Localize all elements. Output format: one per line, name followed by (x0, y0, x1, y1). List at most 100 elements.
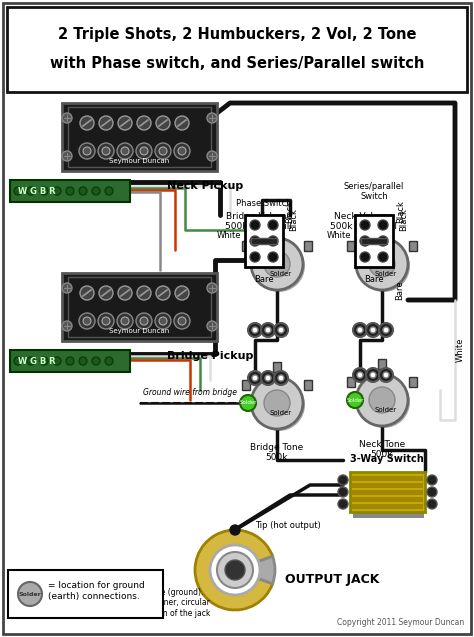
Circle shape (370, 327, 376, 333)
Circle shape (427, 487, 437, 497)
Bar (352, 497, 423, 502)
Circle shape (159, 317, 167, 325)
Circle shape (356, 238, 408, 290)
Circle shape (250, 236, 260, 246)
Circle shape (27, 187, 35, 195)
Circle shape (155, 143, 171, 159)
Circle shape (62, 283, 72, 293)
Circle shape (383, 327, 389, 333)
Circle shape (105, 187, 113, 195)
Text: Black: Black (396, 201, 405, 224)
Circle shape (378, 236, 388, 246)
Circle shape (80, 116, 94, 130)
Text: Solder: Solder (270, 271, 292, 277)
Circle shape (252, 327, 258, 333)
Text: Tip (hot output): Tip (hot output) (255, 520, 321, 529)
Circle shape (53, 357, 61, 365)
Circle shape (378, 220, 388, 230)
Bar (352, 476, 423, 481)
Circle shape (79, 187, 87, 195)
Bar (251, 238, 277, 244)
Circle shape (252, 375, 258, 381)
Circle shape (92, 357, 100, 365)
Bar (352, 483, 423, 488)
Bar (378, 223, 386, 233)
Circle shape (92, 187, 100, 195)
Circle shape (427, 475, 437, 485)
Circle shape (136, 313, 152, 329)
Circle shape (250, 220, 260, 230)
Circle shape (264, 251, 290, 277)
Text: Solder: Solder (375, 271, 397, 277)
Circle shape (250, 252, 260, 262)
Circle shape (278, 375, 284, 381)
Bar (273, 223, 281, 233)
Circle shape (268, 220, 278, 230)
Circle shape (79, 357, 87, 365)
Circle shape (79, 313, 95, 329)
Circle shape (357, 327, 363, 333)
Bar (409, 377, 417, 387)
Text: Copyright 2011 Seymour Duncan: Copyright 2011 Seymour Duncan (337, 618, 464, 627)
Circle shape (379, 323, 393, 337)
Circle shape (338, 487, 348, 497)
Circle shape (207, 151, 217, 161)
Wedge shape (195, 530, 273, 610)
Bar (355, 215, 393, 267)
Bar (62, 273, 217, 341)
Bar (347, 241, 355, 251)
Bar (409, 241, 417, 251)
Text: Series/parallel
Switch: Series/parallel Switch (344, 182, 404, 201)
Circle shape (83, 317, 91, 325)
Bar (361, 238, 387, 244)
Bar (304, 241, 312, 251)
Circle shape (207, 283, 217, 293)
Text: White: White (217, 231, 241, 240)
Circle shape (253, 379, 305, 431)
Circle shape (118, 286, 132, 300)
Circle shape (83, 147, 91, 155)
Circle shape (140, 147, 148, 155)
Text: Sleeve (ground).
The inner, circular
portion of the jack: Sleeve (ground). The inner, circular por… (140, 588, 210, 618)
Text: Seymour Duncan: Seymour Duncan (109, 328, 169, 334)
Circle shape (248, 371, 262, 385)
Circle shape (379, 368, 393, 382)
Bar (352, 504, 423, 509)
Circle shape (230, 525, 240, 535)
Bar (8, 570, 163, 618)
Circle shape (118, 116, 132, 130)
Circle shape (178, 147, 186, 155)
Text: Seymour Duncan: Seymour Duncan (109, 158, 169, 164)
Circle shape (40, 357, 48, 365)
Text: = location for ground
(earth) connections.: = location for ground (earth) connection… (48, 582, 145, 601)
Text: 3-Way Switch: 3-Way Switch (350, 454, 424, 464)
Bar (273, 362, 281, 372)
Circle shape (268, 236, 278, 246)
Circle shape (210, 545, 260, 595)
Circle shape (14, 357, 22, 365)
Circle shape (251, 238, 303, 290)
Circle shape (265, 375, 271, 381)
Text: Bridge Pickup: Bridge Pickup (167, 351, 254, 361)
Text: Neck Pickup: Neck Pickup (167, 181, 243, 191)
Text: Black: Black (289, 208, 298, 231)
Circle shape (140, 317, 148, 325)
Text: OUTPUT JACK: OUTPUT JACK (285, 573, 379, 587)
Text: Solder: Solder (375, 407, 397, 413)
Circle shape (99, 286, 113, 300)
Circle shape (360, 220, 370, 230)
Circle shape (105, 357, 113, 365)
Circle shape (264, 390, 290, 416)
Text: Solder: Solder (239, 401, 257, 406)
Text: White: White (456, 338, 465, 362)
Bar (245, 215, 283, 267)
Text: Ground wire from bridge: Ground wire from bridge (143, 388, 237, 397)
Bar (378, 359, 386, 369)
Text: Neck Volume
500k push/pull: Neck Volume 500k push/pull (330, 211, 398, 231)
Circle shape (102, 147, 110, 155)
Circle shape (98, 143, 114, 159)
Circle shape (79, 143, 95, 159)
Circle shape (356, 374, 408, 426)
Circle shape (248, 323, 262, 337)
Bar (10, 180, 130, 202)
